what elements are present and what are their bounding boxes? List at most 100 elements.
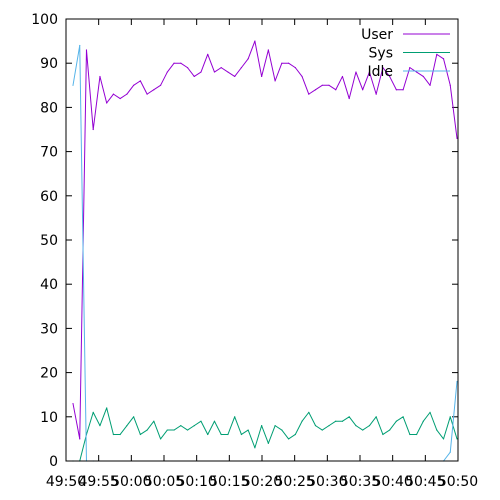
- data-point-sys: [308, 411, 310, 413]
- data-point-sys: [389, 429, 391, 431]
- data-point-user: [287, 62, 290, 64]
- data-point-sys: [166, 429, 168, 431]
- data-point-user: [456, 137, 458, 139]
- data-point-user: [442, 58, 445, 60]
- data-point-user: [328, 84, 330, 86]
- x-tick-label: 50:45: [405, 474, 445, 490]
- data-point-sys: [456, 438, 458, 440]
- x-tick-label: 50:50: [438, 474, 478, 490]
- data-point-user: [92, 128, 94, 131]
- data-point-sys: [92, 411, 94, 413]
- data-point-sys: [159, 438, 162, 440]
- data-point-user: [341, 75, 344, 78]
- data-point-user: [348, 97, 350, 100]
- plot-frame: [65, 18, 459, 462]
- x-tick-label: 50:00: [111, 474, 151, 490]
- data-point-user: [207, 53, 209, 55]
- data-point-sys: [119, 433, 121, 436]
- data-point-sys: [429, 411, 431, 413]
- data-point-user: [79, 438, 81, 440]
- y-tick-label: 100: [31, 12, 58, 28]
- data-point-user: [449, 84, 451, 86]
- series-line-sys: [73, 407, 458, 462]
- data-point-user: [415, 71, 418, 73]
- series-line-idle: [443, 381, 458, 462]
- data-point-sys: [261, 425, 263, 427]
- y-tick-label: 40: [40, 277, 58, 293]
- data-point-user: [261, 75, 263, 78]
- data-point-user: [234, 75, 236, 78]
- data-point-user: [254, 40, 256, 42]
- data-point-idle: [456, 380, 458, 383]
- data-point-user: [402, 89, 404, 91]
- y-tick-label: 30: [40, 321, 58, 337]
- legend-label-sys: Sys: [369, 46, 393, 62]
- data-point-user: [240, 67, 243, 69]
- data-point-user: [186, 67, 189, 69]
- y-tick-label: 60: [40, 189, 58, 205]
- data-point-user: [308, 93, 310, 95]
- x-tick-label: 50:15: [209, 474, 249, 490]
- data-point-user: [321, 84, 323, 86]
- data-point-user: [274, 80, 276, 82]
- data-point-user: [146, 93, 148, 95]
- y-tick-label: 10: [40, 410, 58, 426]
- x-tick-label: 50:25: [274, 474, 314, 490]
- series-line-idle: [72, 45, 94, 462]
- data-point-sys: [133, 416, 135, 418]
- data-point-sys: [220, 433, 222, 436]
- data-point-idle: [449, 451, 451, 453]
- y-tick-label: 70: [40, 145, 58, 161]
- data-point-user: [267, 49, 269, 51]
- data-point-sys: [287, 438, 290, 440]
- data-point-user: [314, 89, 317, 91]
- x-tick-label: 50:20: [242, 474, 282, 490]
- data-point-user: [85, 49, 88, 51]
- data-point-user: [368, 71, 371, 73]
- data-point-user: [139, 80, 141, 82]
- y-tick-label: 0: [49, 454, 58, 470]
- x-tick-label: 50:10: [176, 474, 216, 490]
- y-tick-label: 80: [40, 100, 58, 116]
- data-point-sys: [234, 416, 236, 418]
- data-point-sys: [362, 429, 364, 431]
- data-point-sys: [355, 425, 357, 427]
- data-point-sys: [436, 429, 438, 431]
- data-point-user: [389, 75, 391, 78]
- y-tick-label: 90: [40, 56, 58, 72]
- data-point-user: [335, 89, 337, 91]
- data-point-user: [112, 93, 115, 95]
- data-point-sys: [106, 407, 108, 409]
- y-tick-label: 50: [40, 233, 58, 249]
- data-point-user: [409, 67, 411, 69]
- data-point-sys: [375, 416, 377, 418]
- data-point-user: [166, 71, 168, 73]
- x-tick-label: 50:30: [307, 474, 347, 490]
- data-point-sys: [449, 416, 451, 418]
- data-point-sys: [180, 425, 182, 427]
- data-point-sys: [112, 433, 115, 436]
- data-point-sys: [314, 425, 317, 427]
- data-point-sys: [335, 420, 337, 422]
- data-point-user: [227, 71, 229, 73]
- data-point-user: [436, 53, 438, 55]
- data-point-user: [362, 89, 364, 91]
- data-point-sys: [126, 425, 128, 427]
- data-point-sys: [207, 433, 209, 436]
- data-point-sys: [395, 420, 397, 422]
- data-point-sys: [186, 429, 189, 431]
- data-point-sys: [254, 447, 256, 449]
- data-point-user: [153, 89, 155, 91]
- legend-label-idle: Idle: [367, 64, 393, 80]
- data-point-user: [200, 71, 202, 73]
- data-point-user: [119, 97, 121, 100]
- x-tick-label: 49:50: [46, 474, 86, 490]
- x-tick-label: 50:35: [340, 474, 380, 490]
- data-point-user: [133, 84, 135, 86]
- data-point-sys: [193, 425, 195, 427]
- data-point-user: [294, 67, 296, 69]
- data-point-idle: [72, 84, 74, 86]
- data-point-sys: [173, 429, 175, 431]
